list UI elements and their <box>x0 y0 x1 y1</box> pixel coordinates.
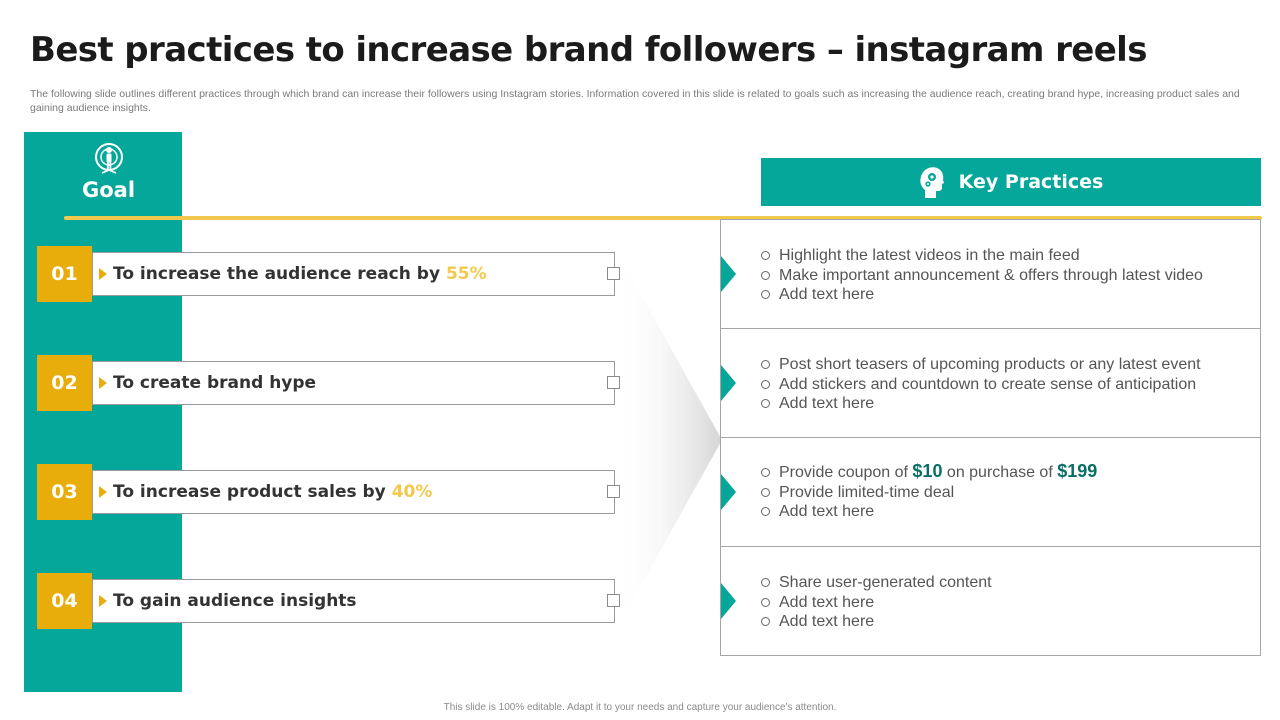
practice-item: Add stickers and countdown to create sen… <box>761 375 1201 395</box>
practice-text: Provide coupon of $10 on purchase of $19… <box>779 461 1098 483</box>
practice-list: Share user-generated content Add text he… <box>761 573 992 632</box>
practice-item: Make important announcement & offers thr… <box>761 266 1203 286</box>
goal-arrow-icon <box>99 268 107 280</box>
goal-row: 01 To increase the audience reach by 55% <box>37 246 620 302</box>
bullet-icon <box>761 467 770 477</box>
goal-text: To create brand hype <box>113 373 316 393</box>
practice-box: Post short teasers of upcoming products … <box>720 328 1261 438</box>
practice-list: Highlight the latest videos in the main … <box>761 246 1203 305</box>
practice-item: Add text here <box>761 593 992 613</box>
bullet-icon <box>761 487 770 497</box>
goal-box: To gain audience insights <box>92 579 620 623</box>
goal-row: 03 To increase product sales by 40% <box>37 464 620 520</box>
goal-text-main: To increase the audience reach by <box>113 264 446 284</box>
practice-text: Add stickers and countdown to create sen… <box>779 375 1197 393</box>
goal-number: 04 <box>37 573 92 629</box>
practice-list: Post short teasers of upcoming products … <box>761 355 1201 414</box>
coupon-amount: $10 <box>912 461 943 481</box>
head-gears-icon <box>919 167 944 198</box>
goal-text-main: To increase product sales by <box>113 482 392 502</box>
practice-text: Add text here <box>779 395 875 412</box>
goal-arrow-icon <box>99 486 107 498</box>
goal-highlight: 40% <box>391 482 433 502</box>
footer-note: This slide is 100% editable. Adapt it to… <box>443 702 837 713</box>
funnel-shape <box>616 250 722 630</box>
bullet-icon <box>761 360 770 370</box>
practice-item: Add text here <box>761 285 1203 305</box>
practice-item: Add text here <box>761 394 1201 414</box>
practice-text: Post short teasers of upcoming products … <box>779 356 1201 373</box>
bullet-icon <box>761 379 770 389</box>
practice-item: Highlight the latest videos in the main … <box>761 246 1203 266</box>
practice-text: Add text here <box>779 593 875 611</box>
practice-text: Make important announcement & offers thr… <box>779 266 1203 284</box>
goal-number: 01 <box>37 246 92 302</box>
goal-text: To increase product sales by 40% <box>113 482 432 502</box>
goal-text: To gain audience insights <box>113 591 357 611</box>
practice-item: Post short teasers of upcoming products … <box>761 355 1201 375</box>
practice-item: Provide coupon of $10 on purchase of $19… <box>761 461 1098 483</box>
practice-item: Share user-generated content <box>761 573 992 593</box>
goal-row: 02 To create brand hype <box>37 355 620 411</box>
goal-row: 04 To gain audience insights <box>37 573 620 629</box>
key-practices-header: Key Practices <box>761 158 1261 206</box>
bullet-icon <box>761 597 770 607</box>
goal-number: 02 <box>37 355 92 411</box>
practice-item: Add text here <box>761 502 1097 522</box>
practice-text-pre: Provide coupon of <box>779 464 913 481</box>
bullet-icon <box>761 617 770 627</box>
practice-item: Add text here <box>761 612 992 632</box>
practice-box: Highlight the latest videos in the main … <box>720 219 1261 329</box>
practice-text: Add text here <box>779 503 875 520</box>
practice-text: Share user-generated content <box>779 574 992 591</box>
practice-text-mid: on purchase of <box>942 464 1058 481</box>
goal-arrow-icon <box>99 377 107 389</box>
pointer-icon <box>721 365 736 401</box>
person-target-icon <box>95 143 123 174</box>
practice-box: Share user-generated content Add text he… <box>720 546 1261 656</box>
pointer-icon <box>721 583 736 619</box>
bullet-icon <box>761 270 770 280</box>
practice-item: Provide limited-time deal <box>761 483 1097 503</box>
page-title: Best practices to increase brand followe… <box>30 30 1147 70</box>
goal-header-label: Goal <box>82 178 136 202</box>
practice-text: Add text here <box>779 286 875 303</box>
bullet-icon <box>761 290 770 300</box>
goal-arrow-icon <box>99 595 107 607</box>
practice-text: Highlight the latest videos in the main … <box>779 247 1080 264</box>
practice-text: Provide limited-time deal <box>779 483 955 501</box>
goal-box: To increase product sales by 40% <box>92 470 620 514</box>
goal-number: 03 <box>37 464 92 520</box>
practice-box: Provide coupon of $10 on purchase of $19… <box>720 437 1261 547</box>
goal-text: To increase the audience reach by 55% <box>113 264 487 284</box>
pointer-icon <box>721 256 736 292</box>
goal-text-main: To create brand hype <box>113 373 317 393</box>
bullet-icon <box>761 507 770 517</box>
bullet-icon <box>761 578 770 588</box>
bullet-icon <box>761 251 770 261</box>
header-divider <box>64 216 1262 220</box>
bullet-icon <box>761 399 770 409</box>
goal-box: To create brand hype <box>92 361 620 405</box>
key-practices-label: Key Practices <box>958 171 1104 193</box>
practice-list: Provide coupon of $10 on purchase of $19… <box>761 461 1098 522</box>
goal-highlight: 55% <box>445 264 487 284</box>
purchase-amount: $199 <box>1057 461 1098 481</box>
practice-text: Add text here <box>779 613 875 630</box>
page-subtitle: The following slide outlines different p… <box>30 88 1240 114</box>
pointer-icon <box>721 474 736 510</box>
goal-box: To increase the audience reach by 55% <box>92 252 620 296</box>
goal-text-main: To gain audience insights <box>113 591 357 611</box>
